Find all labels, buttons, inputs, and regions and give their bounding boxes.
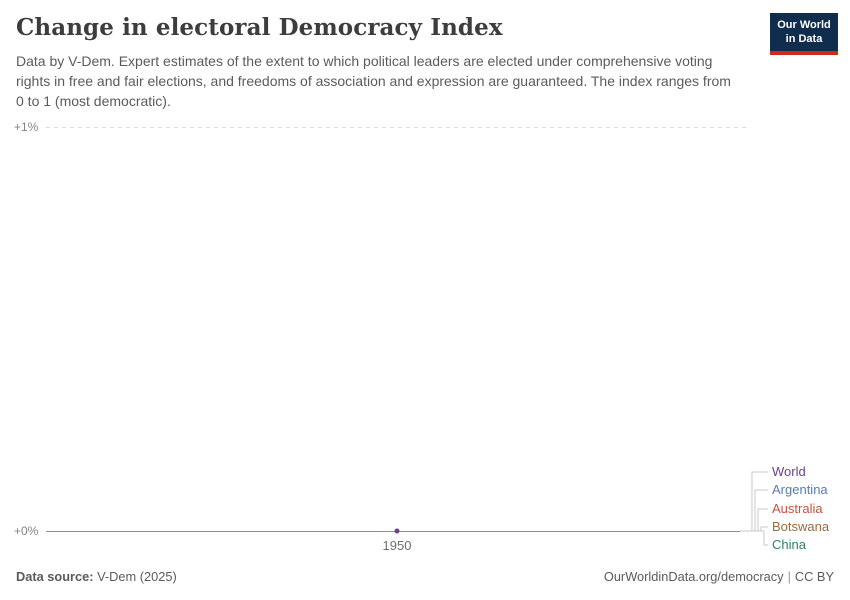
footer-right: OurWorldinData.org/democracy | CC BY bbox=[604, 569, 834, 584]
gridline-plus1pct bbox=[46, 127, 748, 128]
zero-baseline bbox=[46, 531, 740, 532]
y-tick-label-plus1pct: +1% bbox=[14, 120, 39, 134]
legend-item-world[interactable]: World bbox=[772, 464, 806, 479]
footer-link[interactable]: OurWorldinData.org/democracy bbox=[603, 569, 784, 584]
y-tick-label-plus0pct: +0% bbox=[14, 524, 39, 538]
connector-australia bbox=[757, 508, 768, 531]
connector-world bbox=[751, 471, 768, 531]
connector-argentina bbox=[754, 489, 768, 531]
legend-connector-lines bbox=[740, 471, 768, 546]
owid-logo-line2: in Data bbox=[785, 33, 823, 46]
legend-item-botswana[interactable]: Botswana bbox=[772, 519, 830, 534]
data-source-label: Data source: bbox=[16, 569, 94, 584]
legend-item-argentina[interactable]: Argentina bbox=[772, 482, 828, 497]
x-tick-label-1950: 1950 bbox=[382, 538, 412, 553]
data-source-value: V-Dem (2025) bbox=[93, 569, 177, 584]
connector-china bbox=[763, 531, 768, 546]
owid-logo[interactable]: Our World in Data bbox=[770, 13, 838, 55]
footer-license: CC BY bbox=[794, 569, 834, 584]
page-subtitle: Data by V-Dem. Expert estimates of the e… bbox=[16, 53, 731, 109]
owid-logo-line1: Our World bbox=[777, 19, 831, 31]
legend-item-australia[interactable]: Australia bbox=[772, 501, 823, 516]
data-point-1950 bbox=[394, 528, 400, 534]
connector-botswana bbox=[760, 526, 768, 531]
footer-separator: | bbox=[787, 569, 791, 584]
data-source-text: Data source: V-Dem (2025) bbox=[16, 569, 177, 584]
page-title: Change in electoral Democracy Index bbox=[16, 14, 503, 41]
footer: Data source: V-Dem (2025) OurWorldinData… bbox=[16, 569, 834, 584]
legend-item-china[interactable]: China bbox=[772, 537, 806, 552]
